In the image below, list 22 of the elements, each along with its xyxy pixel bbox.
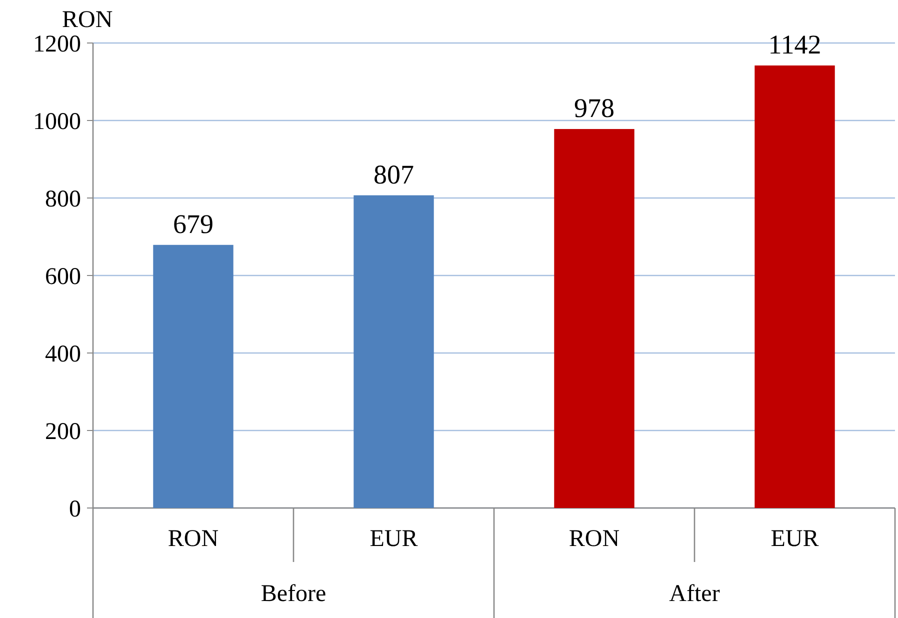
y-axis-title: RON bbox=[62, 7, 113, 33]
data-label: 679 bbox=[173, 208, 214, 239]
bar bbox=[754, 65, 835, 508]
bar bbox=[354, 195, 434, 508]
y-tick-label: 800 bbox=[45, 186, 81, 212]
data-label: 978 bbox=[574, 93, 614, 124]
text: After bbox=[669, 581, 720, 607]
y-tick-label: 200 bbox=[45, 418, 81, 445]
text: Before bbox=[260, 581, 326, 607]
bar bbox=[153, 244, 234, 508]
y-tick-label: 400 bbox=[45, 341, 81, 368]
y-tick-label: 1200 bbox=[33, 31, 81, 58]
data-label: 1142 bbox=[768, 29, 822, 60]
x-tick-label: RON bbox=[168, 526, 219, 552]
y-tick-label: 0 bbox=[69, 496, 81, 522]
x-tick-label: EUR bbox=[370, 526, 418, 552]
bar bbox=[554, 129, 634, 508]
data-label: 807 bbox=[374, 159, 414, 190]
y-tick-label: 600 bbox=[45, 264, 81, 290]
x-tick-label: RON bbox=[568, 526, 620, 552]
x-tick-label: EUR bbox=[770, 526, 819, 552]
y-tick-label: 1000 bbox=[33, 108, 81, 135]
